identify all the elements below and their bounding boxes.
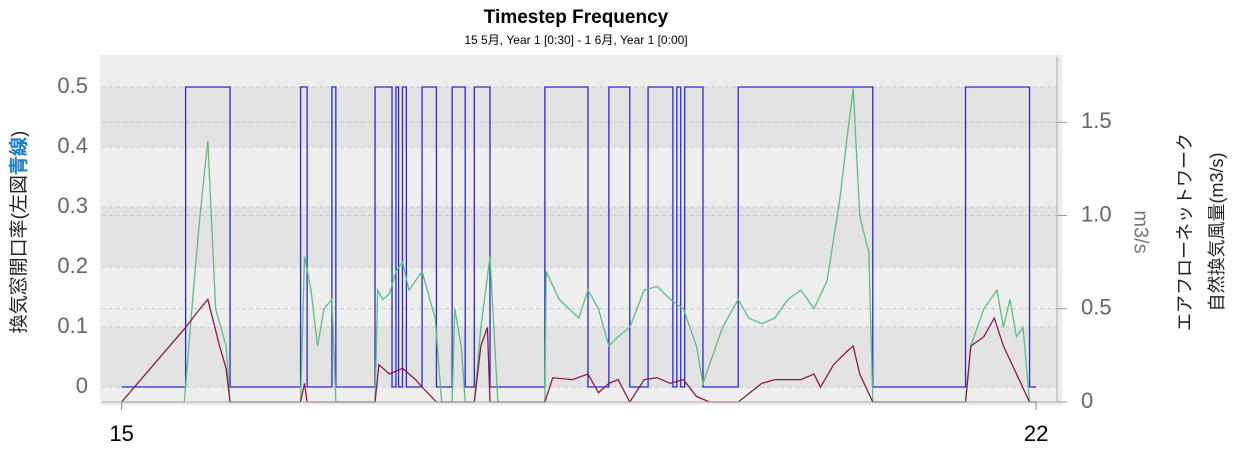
x-tick-label: 22 bbox=[1024, 421, 1048, 446]
y-tick-label: 0.5 bbox=[57, 73, 88, 98]
y2-title-line: エアフローネットワーク bbox=[1175, 133, 1195, 331]
y-tick-label: 0.3 bbox=[57, 193, 88, 218]
y2-tick-label: 0.5 bbox=[1081, 295, 1112, 320]
y-axis-label: 換気窓開口率(左図青線) bbox=[7, 131, 30, 334]
x-tick-label: 15 bbox=[109, 421, 133, 446]
y-tick-label: 0 bbox=[76, 373, 88, 398]
chart-subtitle: 15 5月, Year 1 [0:30] - 1 6月, Year 1 [0:0… bbox=[464, 33, 687, 47]
series-line bbox=[121, 86, 1037, 388]
y2-tick-label: 1.5 bbox=[1081, 108, 1112, 133]
y-label-part: 換気窓開口率(左図 bbox=[8, 175, 30, 333]
y-tick-label: 0.1 bbox=[57, 313, 88, 338]
series-line bbox=[121, 298, 1037, 404]
grid-band bbox=[102, 87, 1057, 147]
y-label-part: ) bbox=[9, 131, 30, 137]
y-tick-label: 0.2 bbox=[57, 253, 88, 278]
y2-title-line: 自然換気風量(m3/s) bbox=[1207, 153, 1227, 312]
y2-tick-label: 1.0 bbox=[1081, 201, 1112, 226]
y-tick-label: 0.4 bbox=[57, 133, 88, 158]
y2-tick-label: 0 bbox=[1081, 388, 1093, 413]
series-line bbox=[121, 88, 1037, 403]
chart-title: Timestep Frequency bbox=[484, 7, 669, 28]
y-label-part: 青線 bbox=[7, 137, 30, 175]
grid-band bbox=[102, 207, 1057, 267]
grid-band bbox=[102, 327, 1057, 387]
y2-axis-label: m3/s bbox=[1130, 210, 1152, 253]
